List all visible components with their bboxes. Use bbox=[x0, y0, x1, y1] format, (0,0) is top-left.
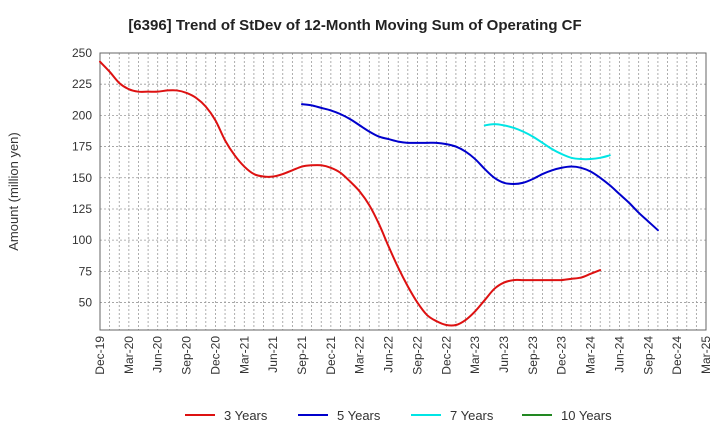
x-tick-label: Sep-22 bbox=[410, 336, 424, 375]
x-tick-label: Mar-23 bbox=[468, 336, 482, 374]
y-tick-label: 50 bbox=[79, 296, 93, 310]
series-lines bbox=[99, 60, 659, 327]
series-line-7-years bbox=[483, 123, 611, 161]
x-tick-label: Dec-20 bbox=[208, 336, 222, 375]
x-tick-label: Jun-23 bbox=[497, 336, 511, 373]
y-axis-label: Amount (million yen) bbox=[6, 132, 21, 251]
y-tick-label: 75 bbox=[79, 264, 93, 278]
x-tick-label: Mar-20 bbox=[122, 336, 136, 374]
series-line-5-years bbox=[301, 103, 659, 232]
y-tick-label: 175 bbox=[72, 140, 92, 154]
plot-frame bbox=[99, 52, 707, 331]
x-tick-label: Jun-22 bbox=[382, 336, 396, 373]
x-tick-label: Dec-23 bbox=[555, 336, 569, 375]
x-tick-label: Sep-24 bbox=[641, 336, 655, 375]
grid-lines bbox=[100, 53, 706, 330]
x-axis-ticks: Dec-19 Mar-20 Jun-20 Sep-20 Dec-20 Mar-21 Jun-… bbox=[93, 336, 713, 375]
y-tick-label: 200 bbox=[72, 108, 92, 122]
x-tick-label: Jun-24 bbox=[612, 336, 626, 373]
x-tick-label: Dec-21 bbox=[324, 336, 338, 375]
legend-label-7-years: 7 Years bbox=[450, 408, 494, 423]
x-tick-label: Mar-22 bbox=[353, 336, 367, 374]
legend-label-5-years: 5 Years bbox=[337, 408, 381, 423]
y-tick-label: 100 bbox=[72, 233, 92, 247]
x-tick-label: Dec-24 bbox=[670, 336, 684, 375]
x-tick-label: Mar-25 bbox=[699, 336, 713, 374]
x-tick-label: Dec-22 bbox=[439, 336, 453, 375]
series-line-3-years bbox=[99, 60, 602, 327]
x-tick-label: Jun-21 bbox=[266, 336, 280, 373]
y-tick-label: 250 bbox=[72, 46, 92, 60]
x-tick-label: Mar-21 bbox=[237, 336, 251, 374]
chart-title: [6396] Trend of StDev of 12-Month Moving… bbox=[128, 17, 581, 34]
legend-label-3-years: 3 Years bbox=[224, 408, 268, 423]
x-tick-label: Jun-20 bbox=[151, 336, 165, 373]
y-tick-label: 225 bbox=[72, 77, 92, 91]
y-axis-ticks: 50 75 100 125 150 175 200 225 250 bbox=[72, 46, 92, 310]
x-tick-label: Sep-21 bbox=[295, 336, 309, 375]
y-tick-label: 150 bbox=[72, 171, 92, 185]
x-tick-label: Sep-20 bbox=[180, 336, 194, 375]
y-tick-label: 125 bbox=[72, 202, 92, 216]
x-tick-label: Mar-24 bbox=[584, 336, 598, 374]
x-tick-label: Dec-19 bbox=[93, 336, 107, 375]
legend: 3 Years 5 Years 7 Years 10 Years bbox=[185, 408, 612, 423]
legend-label-10-years: 10 Years bbox=[561, 408, 612, 423]
x-tick-label: Sep-23 bbox=[526, 336, 540, 375]
